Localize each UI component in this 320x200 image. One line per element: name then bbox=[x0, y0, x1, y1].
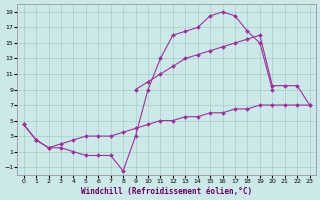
X-axis label: Windchill (Refroidissement éolien,°C): Windchill (Refroidissement éolien,°C) bbox=[81, 187, 252, 196]
